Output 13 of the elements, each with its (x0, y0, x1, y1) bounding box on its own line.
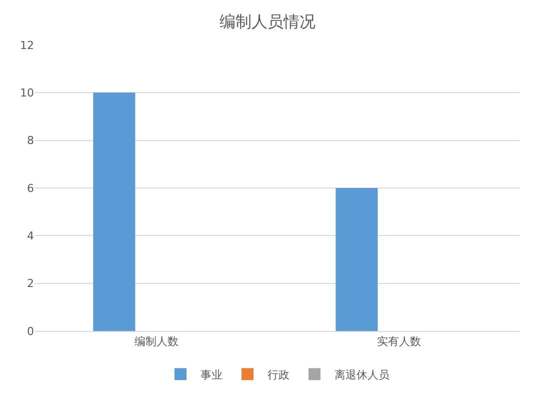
legend-label: 事业 (200, 368, 222, 382)
chart-title: 编制人员情况 (220, 12, 316, 32)
x-tick-label: 编制人数 (134, 335, 178, 348)
y-tick-label: 6 (27, 182, 34, 195)
y-tick-label: 2 (27, 277, 34, 290)
y-tick-label: 0 (27, 324, 34, 338)
x-tick-label: 实有人数 (376, 335, 421, 348)
legend-label: 离退休人员 (334, 368, 390, 382)
y-tick-label: 4 (27, 230, 34, 243)
y-tick-label: 12 (20, 38, 34, 52)
legend-label: 行政 (268, 368, 290, 382)
y-tick-label: 8 (27, 134, 34, 148)
y-tick-label: 10 (20, 86, 34, 100)
